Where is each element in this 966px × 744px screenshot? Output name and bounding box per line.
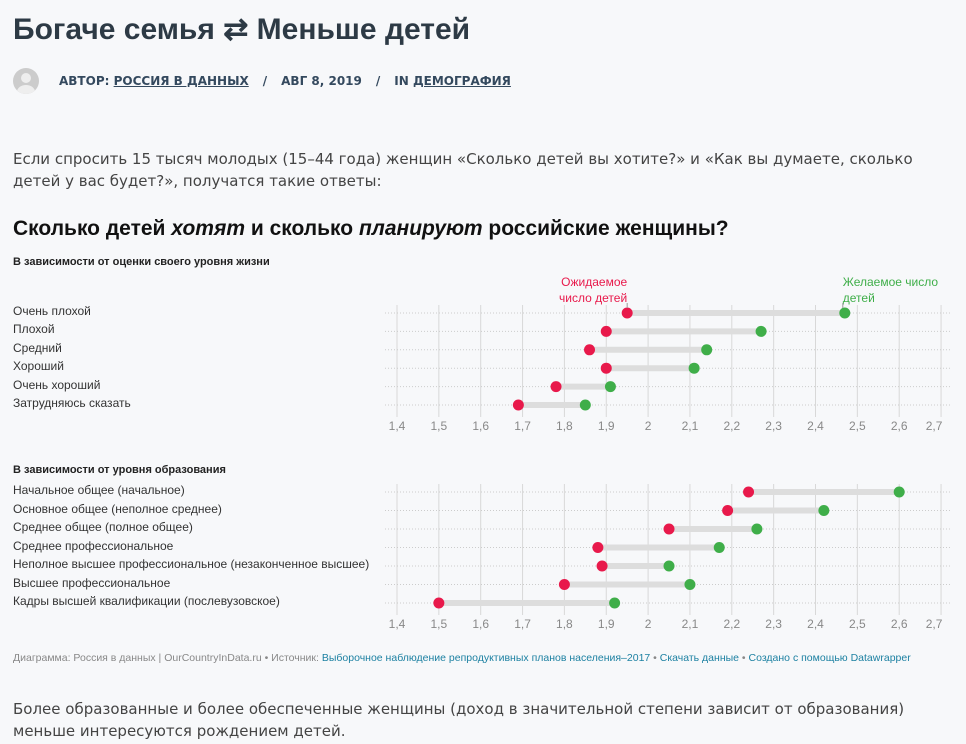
legend-label: детей <box>843 291 875 305</box>
expected-dot <box>550 381 562 393</box>
category-label: Кадры высшей квалификации (послевузовско… <box>13 594 280 608</box>
source-link[interactable]: Выборочное наблюдение репродуктивных пла… <box>321 652 651 664</box>
desired-dot <box>893 486 905 498</box>
category-label: Очень хороший <box>13 377 101 392</box>
avatar <box>13 68 39 94</box>
outro-paragraph: Более образованные и более обеспеченные … <box>13 700 905 740</box>
category-label: Среднее общее (полное общее) <box>13 520 193 534</box>
x-tick-label: 2,1 <box>682 617 699 631</box>
x-tick-label: 1,6 <box>472 617 489 631</box>
download-link[interactable]: Скачать данные <box>659 652 740 664</box>
x-tick-label: 2,6 <box>891 617 908 631</box>
author-link[interactable]: РОССИЯ В ДАННЫХ <box>113 74 249 88</box>
expected-dot <box>584 344 596 356</box>
in-prefix: IN <box>394 74 409 88</box>
category-label: Затрудняюсь сказать <box>13 396 131 410</box>
expected-dot <box>558 579 570 590</box>
x-tick-label: 2 <box>645 419 652 433</box>
x-tick-label: 1,7 <box>514 617 531 631</box>
title-part: российские женщины? <box>482 217 729 240</box>
desired-dot <box>688 362 700 374</box>
category-label: Очень плохой <box>13 304 91 318</box>
chart2-subtitle: В зависимости от уровня образования <box>13 464 226 476</box>
desired-dot <box>751 523 763 535</box>
expected-dot <box>663 523 675 535</box>
title-emph: хотят <box>171 217 245 240</box>
x-tick-label: 1,9 <box>598 617 615 631</box>
expected-dot <box>600 325 612 337</box>
x-tick-label: 2,3 <box>765 419 782 433</box>
desired-dot <box>604 381 616 393</box>
legend-label: Ожидаемое <box>561 275 627 289</box>
expected-dot <box>512 399 524 411</box>
datawrapper-link[interactable]: Создано с помощью Datawrapper <box>748 652 911 664</box>
x-tick-label: 1,9 <box>598 419 615 433</box>
category-label: Основное общее (неполное среднее) <box>13 501 222 516</box>
separator: / <box>262 74 268 88</box>
legend-label: число детей <box>559 291 627 305</box>
chart-footer: Диаграмма: Россия в данных | OurCountryI… <box>13 652 911 664</box>
expected-dot <box>621 307 633 319</box>
category-label: Начальное общее (начальное) <box>13 483 185 497</box>
legend-label: Желаемое число <box>843 275 939 289</box>
x-tick-label: 1,7 <box>514 419 531 433</box>
desired-dot <box>818 505 830 516</box>
expected-dot <box>722 505 734 516</box>
category-label: Плохой <box>13 322 55 337</box>
intro-paragraph: Если спросить 15 тысяч молодых (15–44 го… <box>13 150 913 190</box>
footer-sep: • <box>739 652 749 664</box>
category-label: Неполное высшее профессиональное (незако… <box>13 557 370 571</box>
desired-dot <box>701 344 713 356</box>
post-date: АВГ 8, 2019 <box>281 74 362 88</box>
title-part: и сколько <box>245 217 359 240</box>
expected-dot <box>743 486 755 498</box>
expected-dot <box>596 560 608 572</box>
expected-dot <box>433 597 445 609</box>
x-tick-label: 1,8 <box>556 419 573 433</box>
chart1-subtitle: В зависимости от оценки своего уровня жи… <box>13 256 270 268</box>
desired-dot <box>609 597 621 609</box>
desired-dot <box>839 307 851 319</box>
x-tick-label: 2,3 <box>765 617 782 631</box>
category-label: Хороший <box>13 359 64 374</box>
x-tick-label: 1,5 <box>431 617 448 631</box>
category-label: Среднее профессиональное <box>13 538 174 553</box>
post-meta: АВТОР: РОССИЯ В ДАННЫХ / АВГ 8, 2019 / I… <box>13 68 511 94</box>
desired-dot <box>663 560 675 572</box>
x-tick-label: 1,5 <box>431 419 448 433</box>
x-tick-label: 2,2 <box>723 617 740 631</box>
x-tick-label: 1,8 <box>556 617 573 631</box>
chart-title: Сколько детей хотят и сколько планируют … <box>13 217 729 241</box>
x-tick-label: 2,6 <box>891 419 908 433</box>
title-emph: планируют <box>358 217 483 240</box>
x-tick-label: 2,1 <box>682 419 699 433</box>
desired-dot <box>755 325 767 337</box>
x-tick-label: 2,5 <box>849 617 866 631</box>
desired-dot <box>713 542 725 553</box>
x-tick-label: 1,4 <box>389 617 406 631</box>
category-link[interactable]: ДЕМОГРАФИЯ <box>412 74 511 88</box>
x-tick-label: 2,5 <box>849 419 866 433</box>
title-part: Сколько детей <box>13 217 172 240</box>
category-label: Средний <box>13 340 62 355</box>
x-tick-label: 2,2 <box>723 419 740 433</box>
desired-dot <box>579 399 591 411</box>
footer-sep: • <box>650 652 660 664</box>
category-label: Высшее профессиональное <box>13 575 171 590</box>
x-tick-label: 2 <box>645 617 652 631</box>
x-tick-label: 1,6 <box>472 419 489 433</box>
x-tick-label: 2,7 <box>926 617 943 631</box>
footer-credit: Диаграмма: Россия в данных | OurCountryI… <box>13 652 322 664</box>
x-tick-label: 1,4 <box>389 419 406 433</box>
x-tick-label: 2,7 <box>926 419 943 433</box>
author-prefix: АВТОР: <box>59 74 110 88</box>
desired-dot <box>684 579 696 590</box>
expected-dot <box>600 362 612 374</box>
x-tick-label: 2,4 <box>807 419 824 433</box>
page-title: Богаче семья ⇄ Меньше детей <box>13 13 471 46</box>
expected-dot <box>592 542 604 553</box>
x-tick-label: 2,4 <box>807 617 824 631</box>
separator: / <box>375 74 381 88</box>
